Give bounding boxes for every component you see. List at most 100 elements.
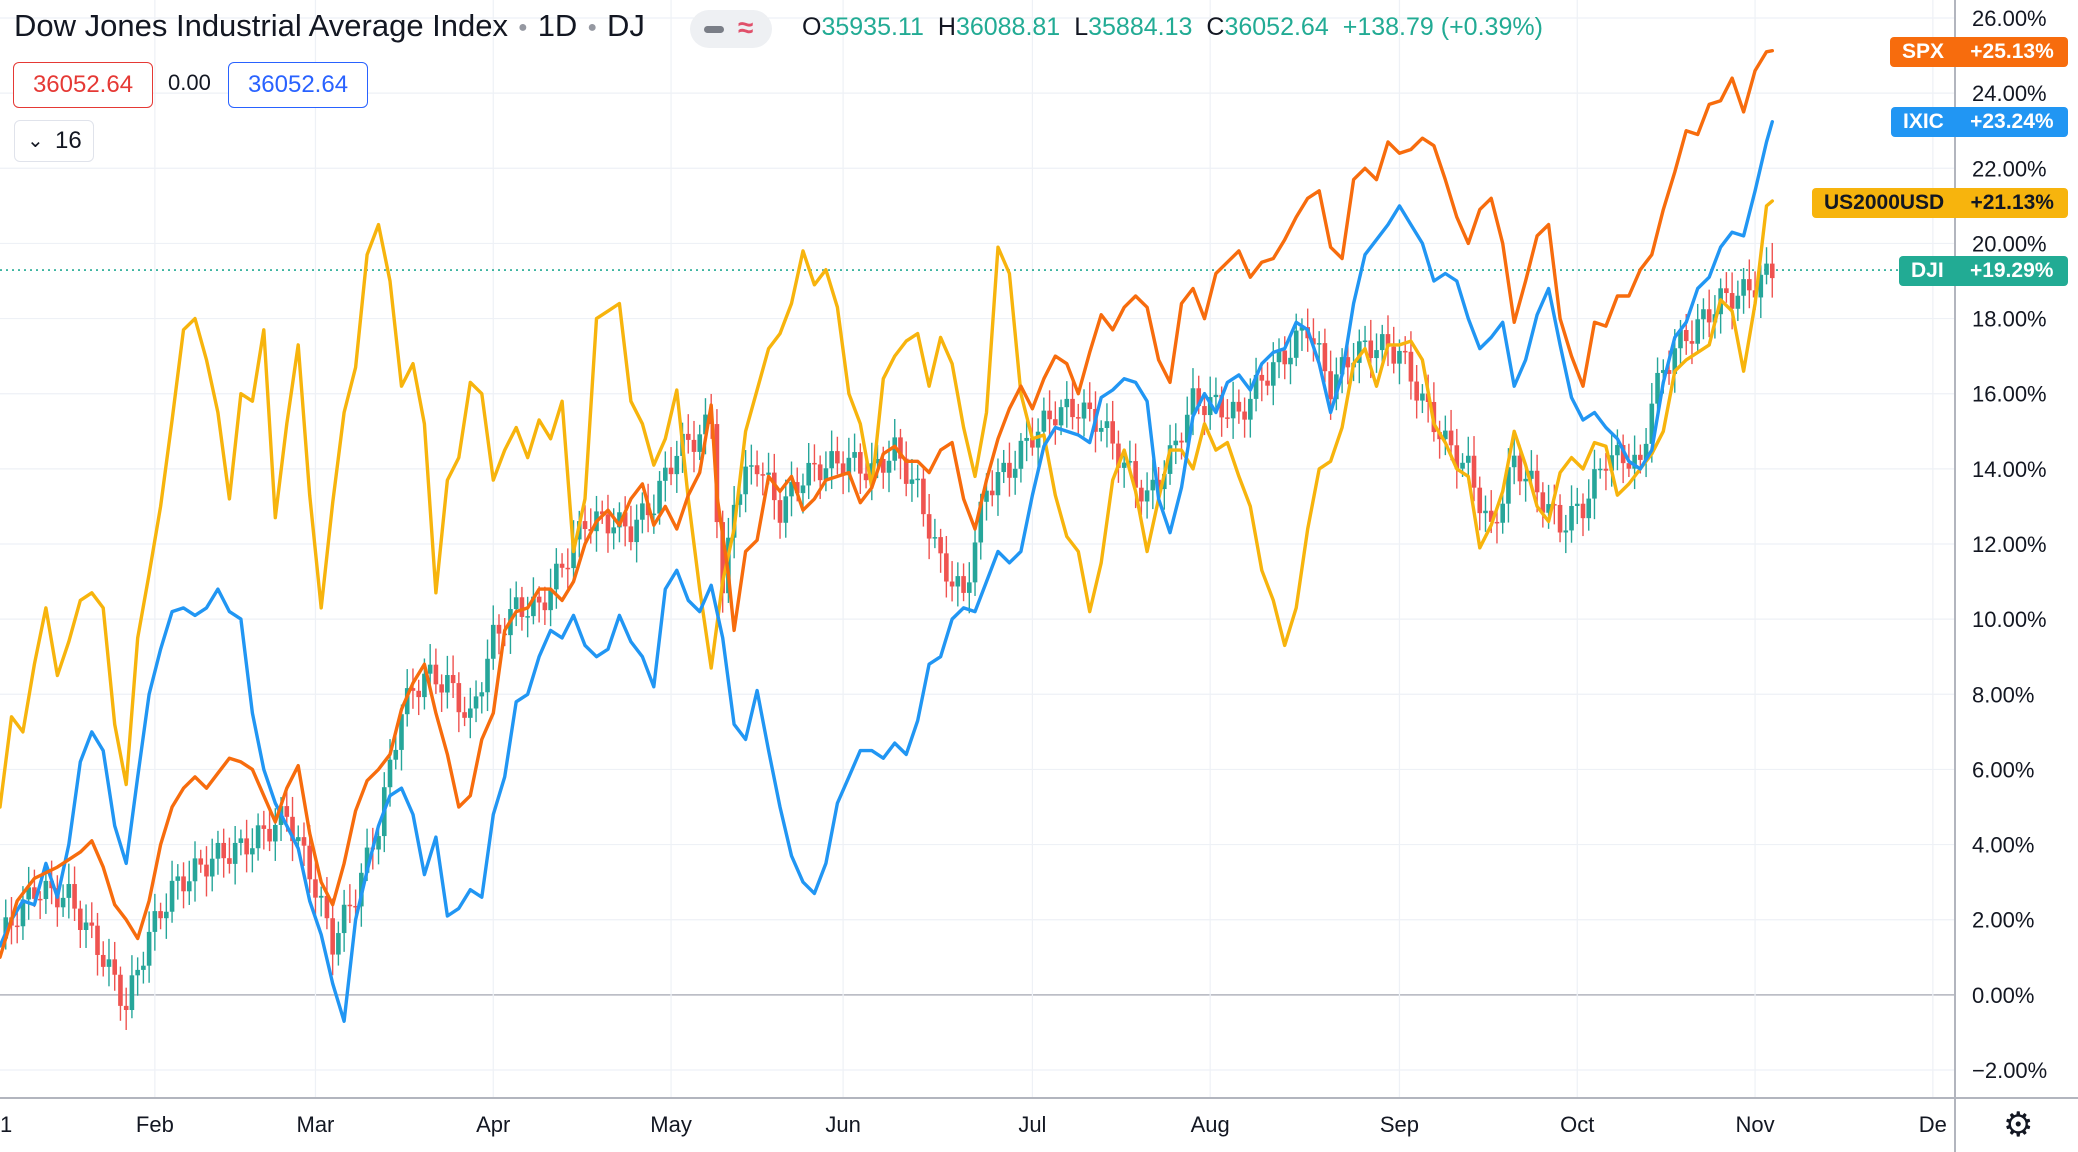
candle-body <box>817 464 823 481</box>
candle-body <box>760 474 766 476</box>
candle-body <box>118 974 123 1006</box>
y-tick-label: 18.00% <box>1972 307 2047 332</box>
candle-body <box>519 597 525 617</box>
candle-body <box>995 472 1001 496</box>
candle-body <box>1517 455 1523 482</box>
candle-body <box>1408 351 1414 382</box>
candle-body <box>548 589 553 611</box>
candle-body <box>1660 370 1666 373</box>
candle-body <box>1288 357 1293 365</box>
candle-body <box>1334 374 1339 400</box>
candle-body <box>1592 469 1597 499</box>
approx-icon[interactable]: ≈ <box>738 12 754 43</box>
interval-label[interactable]: 1D <box>537 8 578 43</box>
candle-body <box>77 908 83 930</box>
candle-body <box>1270 362 1276 386</box>
candle-body <box>611 527 616 534</box>
candle-body <box>72 884 77 909</box>
candle-body <box>1603 468 1609 471</box>
symbol-legend[interactable]: Dow Jones Industrial Average Index ● 1D ● DJ <box>14 8 645 44</box>
candle-body <box>456 683 462 713</box>
candle-body <box>691 439 697 452</box>
exchange-label: DJ <box>607 8 645 43</box>
candle-body <box>961 576 966 593</box>
candle-body <box>250 848 255 855</box>
candle-body <box>20 899 26 927</box>
candle-body <box>1053 419 1058 426</box>
candle-body <box>1741 279 1746 296</box>
candle-body <box>1139 487 1144 502</box>
series-lines <box>0 49 1774 1023</box>
candle-body <box>875 458 880 464</box>
chart-mode-toggle[interactable]: ≈ <box>690 10 772 48</box>
candle-body <box>640 503 645 520</box>
minus-icon[interactable] <box>704 26 724 33</box>
candle-body <box>1764 263 1769 275</box>
candle-body <box>1259 374 1265 381</box>
candle-body <box>473 696 479 709</box>
candle-body <box>531 596 536 617</box>
candle-body <box>244 838 249 855</box>
candle-body <box>1500 503 1505 523</box>
time-axis[interactable]: 21 Feb Mar Apr May Jun Jul Aug Sep Oct Nov De <box>0 1112 1947 1137</box>
candle-body <box>43 880 49 900</box>
candle-body <box>749 465 754 467</box>
candle-body <box>1225 417 1230 419</box>
candle-body <box>468 708 473 718</box>
candle-body <box>858 452 863 474</box>
candle-body <box>1167 445 1173 474</box>
price-tag-spx: SPX +25.13% <box>1890 37 2069 67</box>
x-tick-label: Aug <box>1191 1112 1230 1137</box>
sell-price-button[interactable]: 36052.64 <box>13 62 153 108</box>
candle-body <box>674 455 680 475</box>
buy-price-button[interactable]: 36052.64 <box>228 62 368 108</box>
price-axis[interactable]: 26.00% 24.00% 22.00% 20.00% 18.00% 16.00% 14.0… <box>1972 6 2047 1083</box>
candle-body <box>1127 461 1133 463</box>
candle-body <box>95 925 100 955</box>
symbol-title[interactable]: Dow Jones Industrial Average Index <box>14 8 509 43</box>
candle-body <box>1001 462 1007 473</box>
candle-body <box>582 521 588 530</box>
candle-body <box>1144 490 1150 502</box>
candle-body <box>1609 455 1614 471</box>
candle-body <box>485 658 490 693</box>
candle-body <box>783 496 789 523</box>
x-tick-label: Mar <box>297 1112 335 1137</box>
tag-series-value: +23.24% <box>1955 107 2068 137</box>
candle-body <box>123 1005 129 1011</box>
settings-gear-icon[interactable]: ⚙ <box>2003 1106 2034 1144</box>
candle-body <box>1248 398 1253 420</box>
candle-body <box>433 664 439 685</box>
candle-body <box>1219 394 1224 418</box>
candle-body <box>1569 505 1574 531</box>
candle-body <box>1454 445 1460 469</box>
y-tick-label: 14.00% <box>1972 457 2047 482</box>
candle-body <box>1362 340 1368 343</box>
candle-body <box>777 500 783 523</box>
x-tick-label: May <box>650 1112 692 1137</box>
candle-body <box>1511 455 1517 468</box>
indicators-collapse-button[interactable]: ⌄ 16 <box>14 120 94 162</box>
candle-body <box>898 437 903 459</box>
x-tick-label: Feb <box>136 1112 174 1137</box>
candle-body <box>1758 274 1764 298</box>
y-tick-label: 24.00% <box>1972 81 2047 106</box>
candle-body <box>1632 454 1637 469</box>
candle-body <box>422 673 427 698</box>
candle-body <box>1701 309 1706 320</box>
candle-body <box>1488 510 1494 522</box>
y-tick-label: 16.00% <box>1972 382 2047 407</box>
candle-body <box>806 462 812 486</box>
candle-body <box>617 512 622 528</box>
candle-body <box>1030 437 1035 448</box>
candle-body <box>685 433 691 440</box>
candle-body <box>1643 443 1649 460</box>
tag-series-value: +19.29% <box>1955 256 2068 286</box>
candle-body <box>146 931 152 966</box>
candle-body <box>1012 468 1018 478</box>
candle-body <box>106 959 112 967</box>
candle-body <box>949 581 955 587</box>
candle-body <box>376 836 381 850</box>
